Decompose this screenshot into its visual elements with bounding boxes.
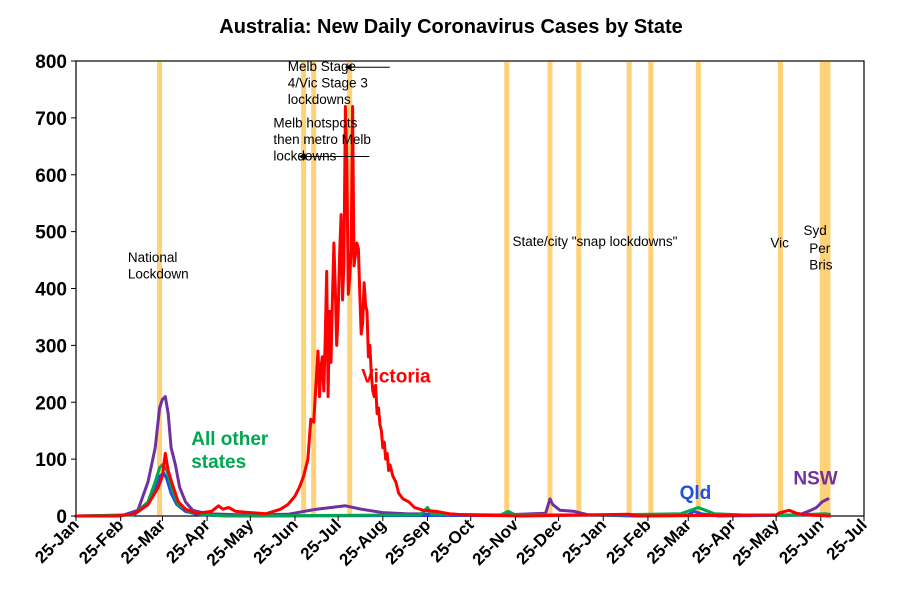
y-tick-label-4: 400 [35, 280, 67, 301]
series-label-all-other-states-1: states [191, 452, 246, 473]
lockdown-band-7 [626, 62, 632, 515]
x-tick-label-9: 25-Oct [427, 515, 478, 566]
y-tick-label-5: 500 [35, 223, 67, 244]
x-tick-label-1: 25-Feb [75, 515, 127, 567]
x-tick-label-2: 25-Mar [117, 515, 169, 567]
lockdown-band-12 [822, 62, 828, 515]
lockdown-band-4 [504, 62, 510, 515]
lockdown-band-6 [576, 62, 582, 515]
annotation-1-line-0: Melb hotspots [273, 116, 357, 131]
lockdown-band-5 [547, 62, 553, 515]
x-tick-label-12: 25-Jan [559, 515, 611, 567]
annotation-0-line-2: lockdowns [288, 92, 351, 107]
x-tick-label-17: 25-Jun [775, 515, 827, 567]
lockdown-band-0 [157, 62, 163, 515]
chart-title: Australia: New Daily Coronavirus Cases b… [219, 16, 683, 38]
y-tick-label-7: 700 [35, 109, 67, 130]
lockdown-band-2 [311, 62, 317, 515]
annotation-0-line-0: Melb Stage [288, 59, 356, 74]
annotation-1-line-1: then metro Melb [273, 132, 371, 147]
x-tick-label-7: 25-Aug [335, 515, 389, 569]
x-tick-label-4: 25-May [203, 515, 258, 570]
annotation-5-line-0: Syd [803, 223, 826, 238]
annotation-6-line-1: Bris [809, 258, 832, 273]
series-label-nsw-0: NSW [793, 469, 837, 490]
annotation-6-line-0: Per [809, 241, 831, 256]
series-label-qld-0: Qld [680, 483, 712, 504]
plot-frame [75, 60, 865, 517]
annotation-0-line-1: 4/Vic Stage 3 [288, 76, 368, 91]
lockdown-band-11 [819, 62, 825, 515]
series-line-all-other-states [74, 463, 831, 518]
x-tick-label-16: 25-May [729, 515, 784, 570]
x-tick-label-11: 25-Dec [513, 515, 566, 568]
series-line-victoria [74, 105, 831, 518]
y-tick-label-6: 600 [35, 166, 67, 187]
y-tick-label-3: 300 [35, 336, 67, 357]
annotation-3-line-0: State/city "snap lockdowns" [512, 234, 677, 249]
x-tick-label-14: 25-Mar [643, 515, 695, 567]
y-tick-label-2: 200 [35, 393, 67, 414]
y-tick-label-0: 0 [56, 507, 67, 528]
y-tick-label-8: 800 [35, 52, 67, 73]
lockdown-band-8 [648, 62, 654, 515]
x-tick-label-8: 25-Sep [381, 515, 434, 568]
lockdown-band-10 [777, 62, 783, 515]
annotation-4-line-0: Vic [770, 236, 789, 251]
series-lines [74, 105, 831, 518]
series-label-all-other-states-0: All other [191, 429, 269, 450]
annotation-2-line-0: National [128, 250, 178, 265]
annotation-2-line-1: Lockdown [128, 266, 189, 281]
y-tick-label-1: 100 [35, 450, 67, 471]
lockdown-band-13 [825, 62, 831, 515]
series-label-victoria-0: Victoria [361, 366, 431, 387]
x-tick-label-18: 25-Jul [823, 515, 871, 563]
x-tick-label-10: 25-Nov [469, 515, 523, 569]
lockdown-band-1 [301, 62, 307, 515]
x-tick-label-5: 25-Jun [250, 515, 302, 567]
lockdown-band-9 [695, 62, 701, 515]
x-tick-label-13: 25-Feb [603, 515, 655, 567]
